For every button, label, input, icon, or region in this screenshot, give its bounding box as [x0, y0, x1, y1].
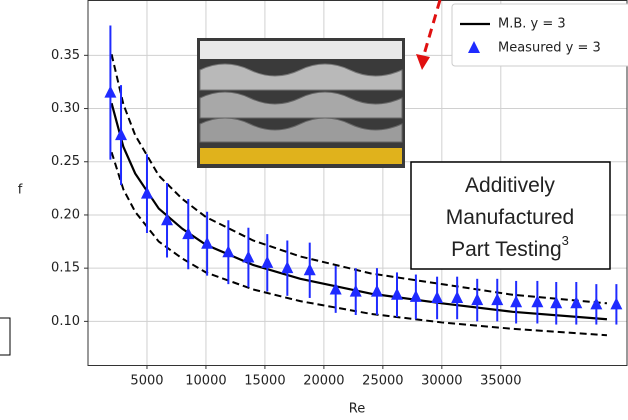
annotation: Additively Manufactured Part Testing3 [446, 174, 574, 261]
chart: f Re AdditivelyManufacturedPart Testing3… [0, 0, 628, 420]
y-tick-label: 0.15 [51, 261, 80, 276]
annotation-line: Manufactured [446, 206, 574, 229]
y-tick-label: 0.25 [51, 154, 80, 169]
legend: M.B. y = 3 Measured y = 3 [452, 4, 628, 66]
y-tick-label: 0.10 [51, 314, 80, 329]
annotation-line: Part Testing [451, 238, 562, 261]
legend-box [452, 4, 628, 66]
annotation-superscript: 3 [562, 233, 569, 248]
x-tick-label: 15000 [244, 374, 285, 389]
photo-inset [197, 38, 405, 168]
annotation-line: Additively [465, 174, 555, 197]
photo-ruler [200, 148, 402, 164]
x-tick-label: 25000 [362, 374, 403, 389]
legend-label: Measured y = 3 [498, 41, 601, 56]
x-tick-label: 20000 [303, 374, 344, 389]
y-tick-label: 0.20 [51, 207, 80, 222]
page: f Re AdditivelyManufacturedPart Testing3… [0, 0, 628, 420]
y-tick-label: 0.35 [51, 48, 80, 63]
legend-label: M.B. y = 3 [498, 17, 566, 32]
x-axis-label: Re [349, 402, 365, 417]
x-tick-label: 30000 [421, 374, 462, 389]
x-tick-label: 5000 [130, 374, 163, 389]
y-axis-label: f [18, 183, 23, 198]
y-tick-label: 0.30 [51, 101, 80, 116]
photo-strip [200, 41, 402, 59]
x-tick-label: 10000 [185, 374, 226, 389]
x-tick-label: 35000 [480, 374, 521, 389]
